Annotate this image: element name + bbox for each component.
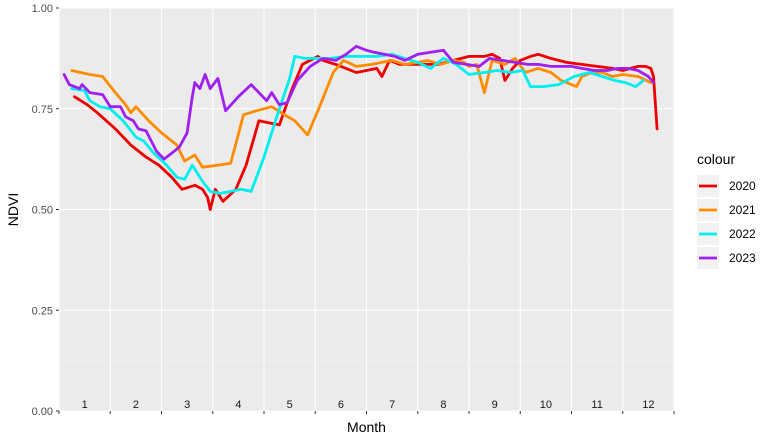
y-axis: 0.00 0.25 0.50 0.75 1.00 [32, 3, 59, 418]
legend-label-2020: 2020 [729, 179, 756, 193]
x-axis-title: Month [347, 419, 386, 435]
legend-title: colour [697, 151, 735, 167]
legend-label-2023: 2023 [729, 251, 756, 265]
x-axis: 1 2 3 4 5 6 7 8 9 10 11 12 [58, 399, 675, 414]
x-tick-label: 7 [389, 399, 395, 411]
y-tick-label: 1.00 [32, 3, 53, 15]
legend-label-2021: 2021 [729, 203, 756, 217]
y-axis-title: NDVI [5, 193, 21, 226]
y-tick-label: 0.25 [32, 305, 53, 317]
legend: 2020 2021 2022 2023 [697, 175, 756, 269]
y-tick-label: 0.75 [32, 104, 53, 116]
series-line-2020 [73, 52, 659, 211]
x-tick-label: 11 [591, 399, 602, 411]
x-tick-label: 9 [492, 399, 498, 411]
x-tick-label: 10 [540, 399, 552, 411]
x-tick-label: 4 [235, 399, 241, 411]
x-tick-label: 6 [338, 399, 344, 411]
series-line-2023 [62, 44, 655, 161]
y-tick-label: 0.00 [32, 406, 53, 418]
x-tick-label: 3 [184, 399, 190, 411]
x-tick-label: 2 [133, 399, 139, 411]
x-tick-label: 1 [82, 399, 88, 411]
x-tick-label: 5 [287, 399, 293, 411]
series-lines [62, 44, 659, 211]
legend-label-2022: 2022 [729, 227, 756, 241]
x-tick-label: 8 [440, 399, 446, 411]
y-tick-label: 0.50 [32, 205, 53, 217]
x-tick-label: 12 [642, 399, 654, 411]
